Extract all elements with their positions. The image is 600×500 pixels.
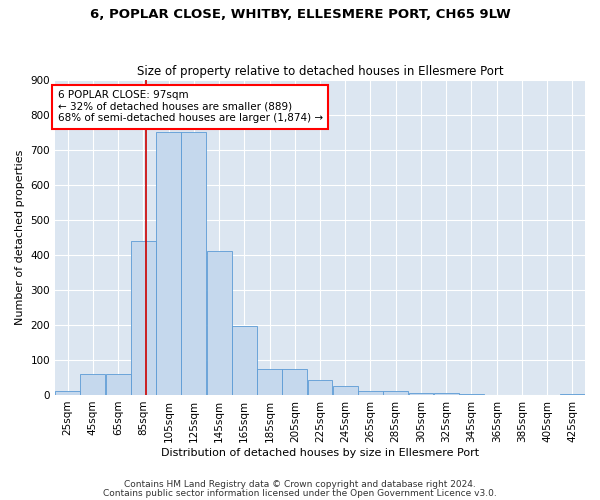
Bar [459,394,484,395]
Bar [232,326,257,395]
X-axis label: Distribution of detached houses by size in Ellesmere Port: Distribution of detached houses by size … [161,448,479,458]
Bar [55,392,80,395]
Bar [308,380,332,395]
Bar [181,132,206,395]
Text: Contains public sector information licensed under the Open Government Licence v3: Contains public sector information licen… [103,489,497,498]
Text: 6 POPLAR CLOSE: 97sqm
← 32% of detached houses are smaller (889)
68% of semi-det: 6 POPLAR CLOSE: 97sqm ← 32% of detached … [58,90,323,124]
Text: Contains HM Land Registry data © Crown copyright and database right 2024.: Contains HM Land Registry data © Crown c… [124,480,476,489]
Title: Size of property relative to detached houses in Ellesmere Port: Size of property relative to detached ho… [137,66,503,78]
Bar [560,394,585,395]
Bar [283,368,307,395]
Text: 6, POPLAR CLOSE, WHITBY, ELLESMERE PORT, CH65 9LW: 6, POPLAR CLOSE, WHITBY, ELLESMERE PORT,… [89,8,511,20]
Bar [358,392,383,395]
Bar [206,252,232,395]
Bar [80,374,106,395]
Bar [383,392,408,395]
Bar [333,386,358,395]
Y-axis label: Number of detached properties: Number of detached properties [15,150,25,325]
Bar [131,241,156,395]
Bar [434,393,458,395]
Bar [156,132,181,395]
Bar [106,374,131,395]
Bar [409,393,433,395]
Bar [257,368,282,395]
